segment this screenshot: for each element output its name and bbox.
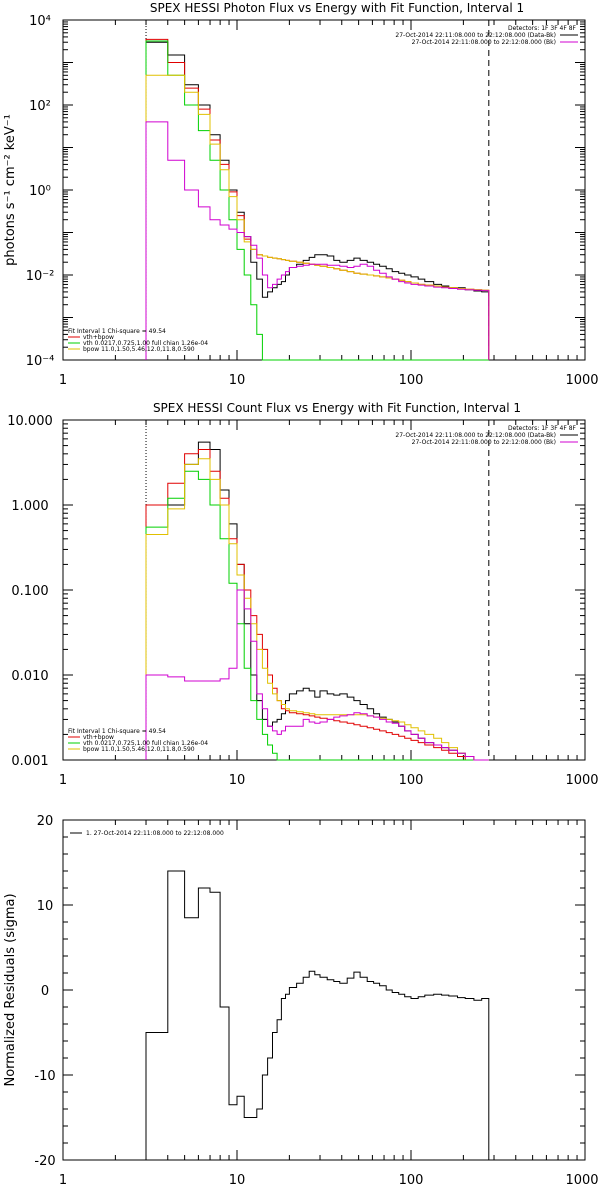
photon-legend-bpow: bpow 11.0,1.50,5.46,12.0,11.8,0.590: [83, 346, 195, 353]
count-marks: [62, 420, 585, 761]
photon-x-ticks: 1 10 100 1000: [59, 373, 599, 388]
count-y-ticks: 0.001 0.010 0.100 1.000 10.000: [7, 414, 53, 769]
resid-legend: 1. 27-Oct-2014 22:11:08.000 to 22:12:08.…: [70, 830, 224, 837]
count-legend-databk: 27-Oct-2014 22:11:08.000 to 22:12:08.000…: [395, 432, 556, 439]
photon-marks: [62, 20, 585, 361]
count-series-2: [145, 470, 489, 761]
photon-ytick-0: 10⁻⁴: [26, 354, 55, 369]
resid-xtick-3: 1000: [565, 1173, 598, 1188]
resid-ytick-0: -20: [34, 1154, 55, 1169]
photon-ytick-2: 10⁰: [29, 184, 51, 199]
resid-xtick-0: 1: [59, 1173, 67, 1188]
count-x-ticks: 1 10 100 1000: [59, 773, 599, 788]
resid-series-0: [145, 870, 490, 1160]
photon-plot-frame: [62, 19, 586, 361]
count-legend-bottom-left: Fit Interval 1 Chi-square = 49.54 vth+bp…: [68, 728, 208, 753]
resid-ytick-3: 10: [37, 899, 54, 914]
photon-series-2: [145, 40, 489, 361]
count-legend-detectors: Detectors: 1F 3F 4F 8F: [508, 425, 577, 432]
count-xtick-1: 10: [229, 773, 246, 788]
photon-y-ticks: 10⁻⁴ 10⁻² 10⁰ 10² 10⁴: [26, 14, 55, 369]
count-plot-frame: [62, 419, 586, 761]
photon-xtick-0: 1: [59, 373, 67, 388]
photon-legend-vth: vth 0.0217,0.725,1.00 full chian 1.26e-0…: [83, 340, 208, 347]
photon-panel: SPEX HESSI Photon Flux vs Energy with Fi…: [3, 1, 599, 388]
resid-xtick-1: 10: [229, 1173, 246, 1188]
count-xtick-0: 1: [59, 773, 67, 788]
photon-series-0: [145, 41, 490, 360]
resid-ytick-1: -10: [34, 1069, 55, 1084]
photon-title: SPEX HESSI Photon Flux vs Energy with Fi…: [150, 1, 524, 15]
count-xtick-2: 100: [399, 773, 424, 788]
photon-legend-databk: 27-Oct-2014 22:11:08.000 to 22:12:08.000…: [395, 32, 556, 39]
count-xtick-3: 1000: [565, 773, 598, 788]
photon-xtick-1: 10: [229, 373, 246, 388]
resid-panel: Normalized Residuals (sigma) -20 -10 0 1…: [3, 814, 599, 1188]
resid-ytick-2: 0: [41, 984, 49, 999]
resid-y-ticks: -20 -10 0 10 20: [34, 814, 55, 1169]
count-panel: SPEX HESSI Count Flux vs Energy with Fit…: [7, 401, 598, 788]
photon-legend-bottom-left: Fit Interval 1 Chi-square = 49.54 vth+bp…: [68, 328, 208, 353]
count-ytick-2: 0.100: [11, 584, 48, 599]
count-legend-top-right: Detectors: 1F 3F 4F 8F 27-Oct-2014 22:11…: [395, 425, 578, 446]
photon-series-3: [145, 74, 490, 360]
photon-legend-total: vth+bpow: [83, 334, 114, 341]
resid-ylabel: Normalized Residuals (sigma): [3, 893, 18, 1086]
resid-ytick-4: 20: [37, 814, 54, 829]
count-title: SPEX HESSI Count Flux vs Energy with Fit…: [153, 401, 521, 415]
resid-legend-text: 1. 27-Oct-2014 22:11:08.000 to 22:12:08.…: [86, 830, 224, 837]
count-series-4: [145, 589, 489, 761]
photon-xtick-2: 100: [399, 373, 424, 388]
photon-series-1: [145, 38, 490, 360]
count-legend-total: vth+bpow: [83, 734, 114, 741]
photon-legend-top-right: Detectors: 1F 3F 4F 8F 27-Oct-2014 22:11…: [395, 25, 578, 46]
resid-plot-frame: [62, 819, 586, 1161]
photon-ylabel: photons s⁻¹ cm⁻² keV⁻¹: [3, 114, 18, 266]
count-ytick-0: 0.001: [11, 754, 48, 769]
count-legend-bpow: bpow 11.0,1.50,5.46,12.0,11.8,0.590: [83, 746, 195, 753]
resid-x-ticks: 1 10 100 1000: [59, 1173, 599, 1188]
count-legend-vth: vth 0.0217,0.725,1.00 full chian 1.26e-0…: [83, 740, 208, 747]
photon-ytick-4: 10⁴: [29, 14, 51, 29]
photon-legend-detectors: Detectors: 1F 3F 4F 8F: [508, 25, 577, 32]
photon-ytick-1: 10⁻²: [26, 269, 55, 284]
count-series-3: [145, 458, 489, 761]
count-ytick-1: 0.010: [11, 669, 48, 684]
count-series-0: [145, 441, 489, 761]
photon-ytick-3: 10²: [29, 99, 51, 114]
count-legend-bk: 27-Oct-2014 22:11:08.000 to 22:12:08.000…: [412, 439, 556, 446]
resid-marks: [62, 819, 585, 1161]
photon-legend-bk: 27-Oct-2014 22:11:08.000 to 22:12:08.000…: [412, 39, 556, 46]
photon-series-4: [145, 121, 490, 360]
count-ytick-3: 1.000: [11, 499, 48, 514]
count-ytick-4: 10.000: [7, 414, 53, 429]
photon-fit-info: Fit Interval 1 Chi-square = 49.54: [68, 328, 166, 335]
count-fit-info: Fit Interval 1 Chi-square = 49.54: [68, 728, 166, 735]
photon-xtick-3: 1000: [565, 373, 598, 388]
count-series-1: [145, 449, 489, 761]
resid-xtick-2: 100: [399, 1173, 424, 1188]
